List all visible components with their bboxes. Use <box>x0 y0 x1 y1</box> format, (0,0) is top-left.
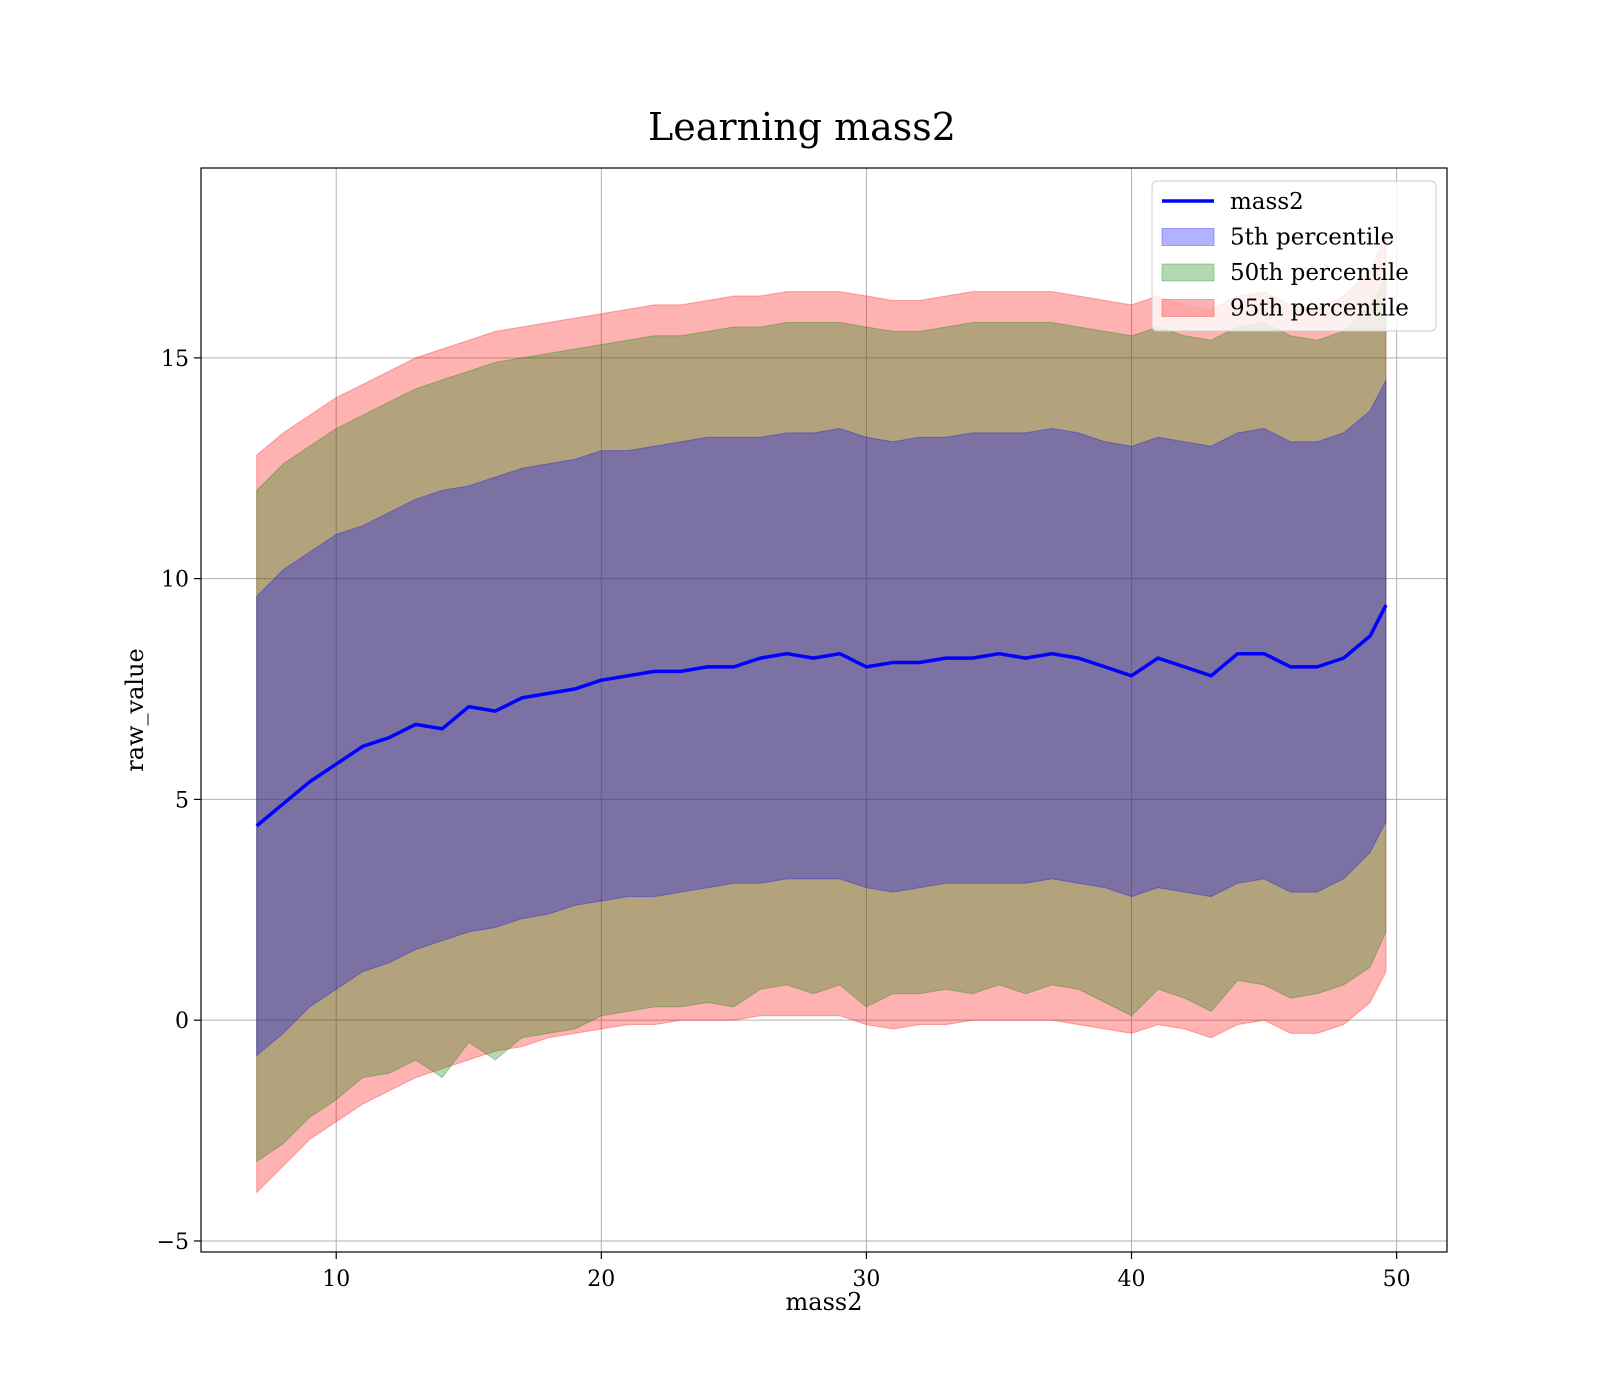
band-5th-percentile-area <box>256 379 1387 1057</box>
y-tick-label: −5 <box>157 1230 189 1255</box>
grid <box>201 168 1447 1252</box>
x-axis-label: mass2 <box>786 1288 863 1316</box>
band-95th-percentile-area <box>256 233 1387 1194</box>
legend-patch-swatch <box>1161 263 1215 282</box>
y-tick-label: 0 <box>175 1009 189 1034</box>
legend-box <box>1151 180 1437 332</box>
legend-label: 50th percentile <box>1230 260 1409 286</box>
y-tick-label: 15 <box>161 347 189 372</box>
chart-title: Learning mass2 <box>648 105 956 149</box>
legend-patch-swatch <box>1161 299 1215 317</box>
y-axis: −5 0 5 10 15 <box>157 347 201 1255</box>
x-tick-label: 10 <box>322 1267 350 1292</box>
band-95th-percentile <box>256 233 1387 1194</box>
x-tick-label: 40 <box>1118 1267 1146 1292</box>
legend-patch-swatch <box>1161 228 1215 246</box>
x-tick-label: 20 <box>587 1267 615 1292</box>
legend-label: mass2 <box>1230 189 1304 215</box>
band-50th-percentile <box>256 276 1387 1163</box>
band-5th-percentile <box>256 379 1387 1057</box>
y-axis-label: raw_value <box>121 648 149 772</box>
x-tick-label: 30 <box>852 1267 880 1292</box>
mass2-line <box>255 604 1388 828</box>
y-tick-label: 10 <box>161 568 189 593</box>
band-50th-percentile-area <box>256 276 1387 1163</box>
legend: mass2 5th percentile 50th percentile 95th p… <box>1151 180 1437 332</box>
legend-label: 5th percentile <box>1230 225 1394 251</box>
x-axis: 10 20 30 40 50 <box>322 1252 1411 1292</box>
legend-label: 95th percentile <box>1230 296 1409 322</box>
y-tick-label: 5 <box>175 788 189 813</box>
x-tick-label: 50 <box>1383 1267 1411 1292</box>
plot-frame <box>200 167 1448 1253</box>
line-series <box>255 604 1388 828</box>
